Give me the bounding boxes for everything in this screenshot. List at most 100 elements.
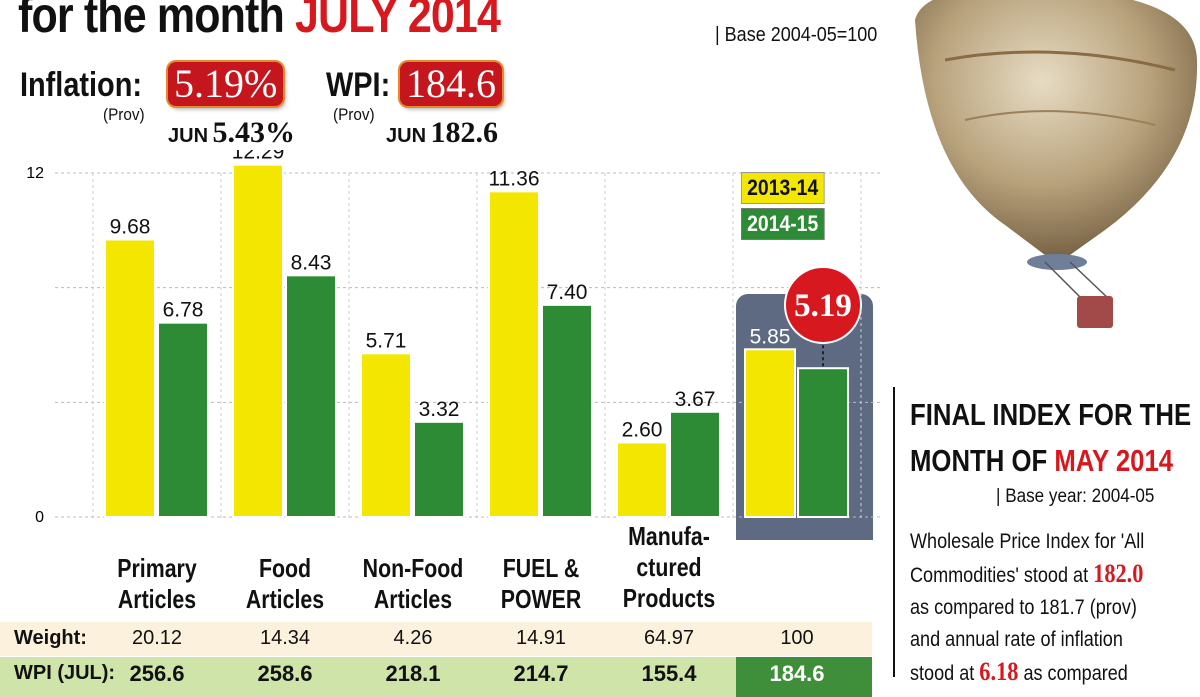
category-label: Non-Food Articles — [352, 553, 473, 615]
panel-title-line2: MONTH OF MAY 2014 — [910, 438, 1191, 484]
category-label: Primary Articles — [96, 553, 217, 615]
balloon-basket — [1077, 296, 1113, 328]
category-label-line: Non-Food — [362, 553, 464, 583]
category-label-line: ctured — [636, 552, 702, 582]
balloon-band — [944, 50, 1176, 72]
panel-text-line: stood at 6.18 as compared — [910, 656, 1200, 690]
weight-value: 14.34 — [259, 627, 311, 649]
highlight-value: 5.19 — [794, 288, 852, 324]
panel-text-span: stood at — [910, 662, 975, 685]
wpi-value: 218.1 — [385, 661, 441, 686]
weight-value: 64.97 — [643, 627, 695, 649]
category-label-line: Manufa- — [628, 521, 710, 551]
weight-value: 100 — [780, 627, 814, 649]
title-month: JULY 2014 — [294, 0, 501, 43]
panel-value-1: 182.0 — [1093, 559, 1144, 588]
weight-value: 20.12 — [131, 627, 183, 649]
legend-2013-14: 2013-14 — [741, 172, 825, 204]
panel-text-line: as compared to 181.7 (prov) — [910, 596, 1137, 619]
balloon-rope — [1044, 261, 1084, 301]
highlight-bubble — [784, 266, 862, 344]
panel-text-span: as compared — [1023, 662, 1128, 685]
data-label: 3.32 — [419, 398, 460, 421]
base-note: | Base 2004-05=100 — [715, 24, 878, 46]
panel-base-year: | Base year: 2004-05 — [996, 486, 1155, 507]
category-label-line: Food — [258, 553, 312, 583]
wpi-value: 258.6 — [257, 661, 313, 686]
data-label: 12.29 — [232, 150, 285, 164]
data-label: 7.40 — [547, 281, 588, 304]
bar-chart: 0 12 9.68 6.78 12.29 8.43 5.71 3.32 11.36 7.40 2.6… — [26, 150, 880, 540]
category-label-line: Articles — [373, 584, 453, 614]
inflation-label: Inflation: — [20, 66, 143, 104]
data-label: 11.36 — [489, 167, 540, 190]
wpi-label: WPI: — [326, 66, 391, 104]
bar-2013-14 — [616, 441, 668, 519]
weight-value: 4.26 — [393, 627, 433, 649]
bar-2014-15 — [157, 321, 209, 518]
panel-text-span: Commodities' stood at — [910, 564, 1089, 587]
bar-2013-14 — [488, 190, 540, 518]
category-label: Manufa-ctured Products — [608, 521, 729, 614]
bar-2013-14 — [360, 352, 412, 518]
wpi-value: 214.7 — [513, 661, 569, 686]
inflation-june: JUN 5.43% — [168, 116, 295, 150]
weight-value: 14.91 — [515, 627, 567, 649]
category-label: FUEL & POWER — [480, 553, 601, 615]
inflation-prov-note: (Prov) — [103, 105, 145, 124]
bar-2014-15 — [541, 303, 593, 518]
legend-2014-15: 2014-15 — [741, 208, 825, 240]
panel-text: Wholesale Price Index for 'All Commoditi… — [910, 526, 1200, 690]
bar-2014-15 — [669, 410, 721, 518]
data-label: 5.85 — [750, 325, 791, 348]
wpi-june-label: JUN — [386, 125, 427, 147]
data-label: 6.78 — [163, 299, 204, 322]
balloon-illustration — [915, 0, 1198, 328]
category-label-line: Primary — [117, 553, 197, 583]
data-label: 8.43 — [291, 251, 332, 274]
wpi-value-badge: 184.6 — [400, 62, 502, 106]
panel-title-month: MAY 2014 — [1054, 443, 1174, 478]
wpi-june: JUN 182.6 — [386, 116, 498, 150]
wpi-value: 184.6 — [769, 661, 825, 686]
title-prefix: for the month — [18, 0, 285, 43]
category-label-line: Products — [622, 583, 716, 613]
bar-2013-14 — [104, 238, 156, 519]
bar-2014-15 — [413, 420, 465, 518]
data-label: 5.71 — [366, 329, 407, 352]
wpi-prov-note: (Prov) — [333, 105, 375, 124]
y-tick-label: 0 — [35, 509, 44, 526]
panel-divider — [893, 387, 895, 677]
category-label-line: POWER — [500, 584, 582, 614]
panel-text-line: Wholesale Price Index for 'All — [910, 530, 1145, 553]
y-tick-label: 12 — [26, 165, 44, 182]
data-label: 9.68 — [110, 216, 151, 239]
balloon-envelope — [915, 0, 1198, 255]
wpi-june-value: 182.6 — [430, 116, 498, 149]
data-label: 3.67 — [675, 388, 716, 411]
bar-2013-14 — [744, 348, 796, 518]
category-label-line: Articles — [245, 584, 325, 614]
bar-2013-14 — [232, 163, 284, 518]
panel-title-month-prefix: MONTH OF — [910, 443, 1048, 478]
category-label-line: FUEL & — [502, 553, 580, 583]
data-label: 2.60 — [622, 418, 663, 441]
panel-text-line: and annual rate of inflation — [910, 628, 1123, 651]
panel-title-line1: FINAL INDEX FOR THE — [910, 397, 1192, 432]
inflation-value-badge: 5.19% — [168, 62, 284, 106]
category-label: ALL COMMODITIES — [736, 541, 889, 603]
weight-row-label: Weight: — [14, 627, 87, 649]
balloon-band — [964, 110, 1156, 126]
bar-2014-15 — [797, 367, 849, 518]
wpi-value: 155.4 — [641, 661, 697, 686]
balloon-rope — [1069, 261, 1111, 301]
panel-title: FINAL INDEX FOR THE MONTH OF MAY 2014 — [910, 392, 1191, 484]
inflation-june-value: 5.43% — [212, 116, 295, 149]
wpi-value: 256.6 — [129, 661, 185, 686]
weight-row — [0, 622, 872, 656]
panel-value-2: 6.18 — [979, 657, 1019, 686]
bar-2014-15 — [285, 274, 337, 518]
category-label: Food Articles — [224, 553, 345, 615]
category-label-line: ALL — [776, 541, 818, 571]
balloon-ring — [1027, 254, 1087, 270]
